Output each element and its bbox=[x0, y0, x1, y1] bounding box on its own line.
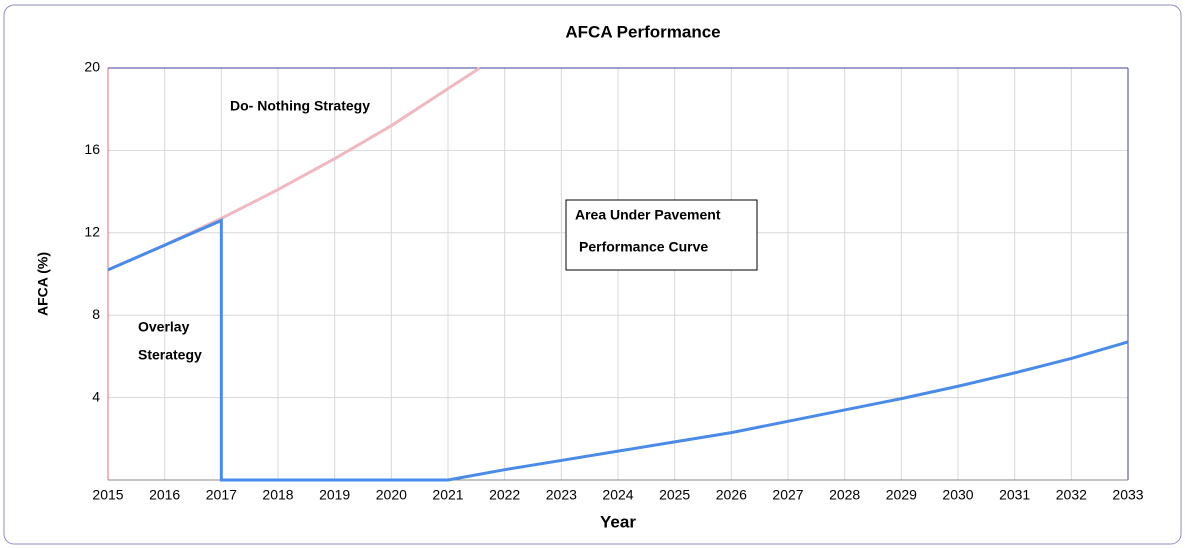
y-tick-label: 16 bbox=[84, 141, 100, 157]
annotation-box bbox=[565, 199, 758, 271]
annotation: Do- Nothing Strategy bbox=[230, 98, 370, 114]
frame bbox=[3, 4, 1182, 545]
x-tick-label: 2026 bbox=[716, 487, 747, 503]
annotation: Overlay bbox=[138, 319, 190, 335]
x-tick-label: 2024 bbox=[602, 487, 633, 503]
x-tick-label: 2017 bbox=[206, 487, 237, 503]
x-tick-label: 2018 bbox=[262, 487, 293, 503]
annotation: Area Under Pavement bbox=[575, 207, 721, 223]
chart-title: AFCA Performance bbox=[565, 22, 720, 41]
x-tick-label: 2030 bbox=[942, 487, 973, 503]
y-tick-label: 20 bbox=[84, 59, 100, 75]
y-tick-label: 12 bbox=[84, 224, 100, 240]
y-tick-label: 8 bbox=[92, 306, 100, 322]
annotation: Sterategy bbox=[138, 347, 202, 363]
x-tick-label: 2023 bbox=[546, 487, 577, 503]
annotation: Performance Curve bbox=[579, 239, 708, 255]
x-tick-label: 2032 bbox=[1056, 487, 1087, 503]
x-tick-label: 2027 bbox=[772, 487, 803, 503]
y-axis-label: AFCA (%) bbox=[35, 252, 51, 316]
x-tick-label: 2015 bbox=[92, 487, 123, 503]
x-tick-label: 2031 bbox=[999, 487, 1030, 503]
x-tick-label: 2033 bbox=[1112, 487, 1143, 503]
line bbox=[107, 218, 1129, 482]
x-tick-label: 2021 bbox=[432, 487, 463, 503]
x-tick-label: 2019 bbox=[319, 487, 350, 503]
x-tick-label: 2022 bbox=[489, 487, 520, 503]
x-tick-label: 2020 bbox=[376, 487, 407, 503]
x-tick-label: 2029 bbox=[886, 487, 917, 503]
x-tick-label: 2028 bbox=[829, 487, 860, 503]
x-tick-label: 2025 bbox=[659, 487, 690, 503]
x-tick-label: 2016 bbox=[149, 487, 180, 503]
x-axis-label: Year bbox=[600, 512, 636, 531]
y-tick-label: 4 bbox=[92, 388, 100, 404]
